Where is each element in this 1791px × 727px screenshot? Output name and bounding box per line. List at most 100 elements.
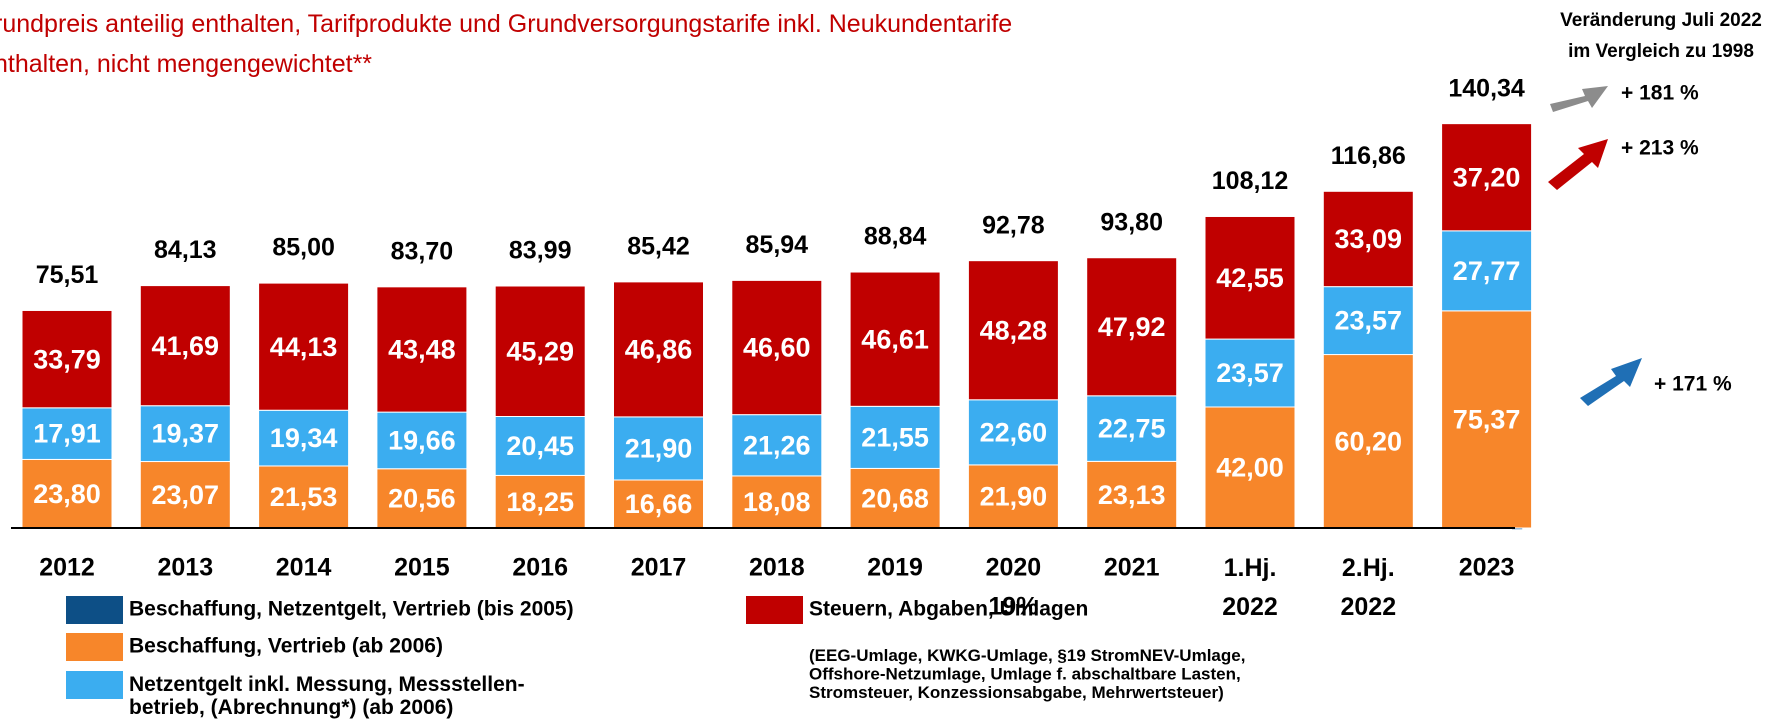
value-label: 22,60 <box>980 417 1048 447</box>
arrow-gray <box>1550 86 1608 112</box>
value-label: 47,92 <box>1098 312 1166 342</box>
x-tick-label: 1.Hj. 2022 <box>1222 554 1278 621</box>
x-tick-label: 2018 <box>749 554 805 582</box>
bar-segment <box>613 281 704 418</box>
bar-segment <box>258 465 350 529</box>
total-label: 140,34 <box>1448 74 1525 102</box>
bar-segment <box>21 309 113 409</box>
bar-segment <box>849 405 941 469</box>
bar-segment <box>258 282 350 411</box>
bar-segment <box>1204 338 1296 408</box>
legend-swatch <box>66 633 123 661</box>
value-label: 44,13 <box>270 332 338 362</box>
x-tick-label: 2012 <box>39 554 95 582</box>
bar-segment <box>967 399 1059 466</box>
legend-label: Netzentgelt inkl. Messung, Messstellen-b… <box>129 673 525 719</box>
value-label: 23,07 <box>152 480 220 510</box>
value-label: 21,90 <box>980 482 1048 512</box>
total-label: 84,13 <box>154 236 217 264</box>
x-tick-label: 2021 <box>1104 554 1160 582</box>
x-tick-label: 2013 <box>157 554 213 582</box>
bar-segment <box>376 286 468 413</box>
bar-segment <box>1322 190 1414 288</box>
value-label: 46,86 <box>625 335 693 365</box>
value-label: 21,55 <box>861 422 929 452</box>
value-label: 42,00 <box>1216 453 1284 483</box>
value-label: 21,90 <box>625 434 693 464</box>
legend-swatch <box>66 596 123 624</box>
arrow-blue <box>1580 358 1642 406</box>
x-tick-label: 2020 <box>986 554 1042 582</box>
legend-label: Beschaffung, Netzentgelt, Vertrieb (bis … <box>129 598 574 621</box>
legend-note: (EEG-Umlage, KWKG-Umlage, §19 StromNEV-U… <box>809 646 1245 702</box>
total-label: 92,78 <box>982 211 1045 239</box>
legend-swatch <box>66 671 123 699</box>
bar-segment <box>1204 215 1296 340</box>
bar-segment <box>494 415 586 476</box>
total-label: 85,00 <box>272 234 335 262</box>
change-header: Veränderung Juli 2022 im Vergleich zu 199… <box>1560 10 1762 62</box>
value-label: 19,37 <box>152 419 220 449</box>
bar-segment <box>967 464 1059 529</box>
total-label: 85,94 <box>746 231 809 259</box>
change-label: + 181 % <box>1621 82 1699 105</box>
total-label: 108,12 <box>1212 167 1288 195</box>
bar-segment <box>1322 286 1414 356</box>
x-tick-label: 2.Hj. 2022 <box>1340 554 1396 621</box>
value-label: 23,57 <box>1335 306 1403 336</box>
bar-segment <box>731 414 823 477</box>
value-label: 46,61 <box>861 324 929 354</box>
bar-segment <box>494 285 586 417</box>
total-label: 83,70 <box>391 237 454 265</box>
value-label: 20,56 <box>388 484 456 514</box>
x-tick-label: 2015 <box>394 554 450 582</box>
x-tick-label: 2014 <box>276 554 332 582</box>
value-label: 23,80 <box>33 479 101 509</box>
value-label: 23,57 <box>1216 358 1284 388</box>
value-label: 20,45 <box>506 431 574 461</box>
bar-segment <box>1441 123 1533 232</box>
legend-swatch <box>746 596 803 624</box>
bar-segment <box>1086 257 1178 397</box>
legend-label: Beschaffung, Vertrieb (ab 2006) <box>129 635 443 658</box>
bar-segment <box>849 467 941 529</box>
x-tick-label: 2019 <box>867 554 923 582</box>
x-tick-label: 2017 <box>631 554 687 582</box>
bar-segment <box>494 474 586 529</box>
value-label: 33,09 <box>1335 224 1403 254</box>
value-label: 20,68 <box>861 483 929 513</box>
value-label: 22,75 <box>1098 414 1166 444</box>
value-label: 60,20 <box>1335 426 1403 456</box>
bar-segment <box>258 409 350 467</box>
bar-segment <box>376 411 468 470</box>
value-label: 48,28 <box>980 315 1048 345</box>
value-label: 33,79 <box>33 344 101 374</box>
bar-segment <box>1441 310 1533 529</box>
bar-segment <box>1086 395 1178 462</box>
value-label: 17,91 <box>33 419 101 449</box>
value-label: 75,37 <box>1453 405 1521 435</box>
change-label: + 171 % <box>1654 373 1732 396</box>
total-label: 93,80 <box>1100 208 1163 236</box>
x-tick-label: 2016 <box>512 554 568 582</box>
x-tick-label: 2023 <box>1459 554 1515 582</box>
subtitle: rundpreis anteilig enthalten, Tarifprodu… <box>0 10 1012 78</box>
value-label: 21,26 <box>743 430 811 460</box>
value-label: 37,20 <box>1453 162 1521 192</box>
value-label: 46,60 <box>743 333 811 363</box>
value-label: 21,53 <box>270 482 338 512</box>
bar-segment <box>613 479 704 529</box>
value-label: 18,25 <box>506 487 574 517</box>
total-label: 75,51 <box>36 261 99 289</box>
value-label: 18,08 <box>743 487 811 517</box>
bar-segment <box>139 405 231 463</box>
value-label: 19,34 <box>270 423 338 453</box>
value-label: 19,66 <box>388 426 456 456</box>
total-label: 83,99 <box>509 237 572 265</box>
bar-segment <box>967 260 1059 401</box>
value-label: 42,55 <box>1216 263 1284 293</box>
bar-segment <box>21 458 113 529</box>
total-label: 85,42 <box>627 232 690 260</box>
value-label: 41,69 <box>152 331 220 361</box>
